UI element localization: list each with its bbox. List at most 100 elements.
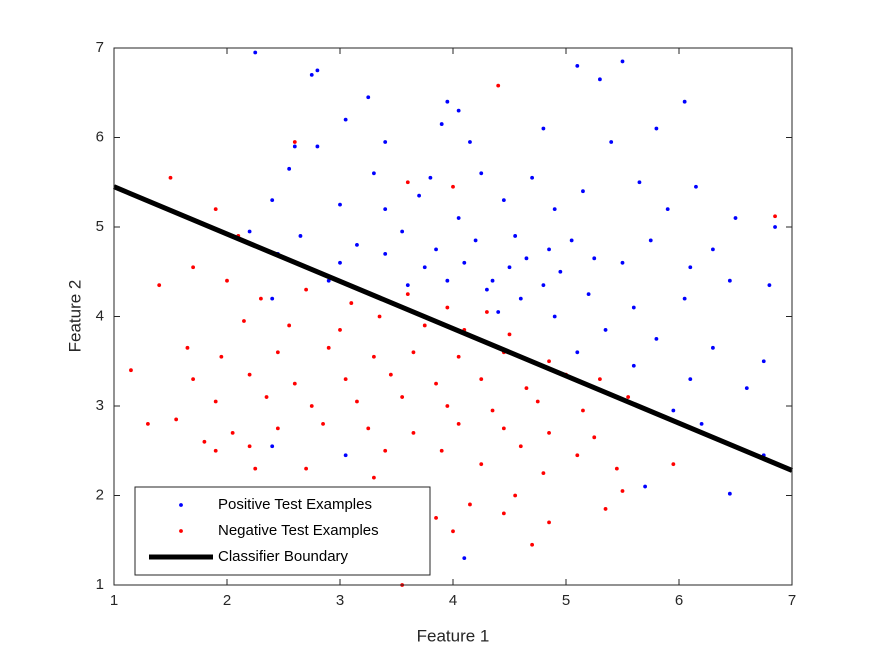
point [157,283,162,288]
point [598,77,602,82]
point [230,430,235,435]
point [213,399,218,404]
point [275,426,280,431]
point [654,336,659,341]
point [309,404,314,408]
x-tick-label: 3 [336,592,344,609]
x-tick-label: 6 [675,592,683,609]
point [547,520,551,525]
point [552,207,557,212]
point [292,140,297,144]
point [400,395,405,399]
point [468,140,472,144]
point [422,265,427,270]
point [513,493,518,498]
point [366,426,371,431]
x-tick-label: 2 [223,592,231,609]
point [468,502,472,507]
point [518,444,523,449]
point [321,422,325,426]
point [366,95,371,100]
y-tick-label: 7 [96,39,104,56]
point [213,207,218,212]
point [665,207,670,212]
point [711,247,715,252]
point [451,184,455,189]
y-tick-label: 1 [96,576,104,593]
point [547,359,551,364]
legend-label: Classifier Boundary [218,548,349,565]
point [501,426,506,431]
point [270,444,275,449]
point [507,265,512,270]
point [727,491,732,496]
point [456,216,461,220]
point [699,422,704,426]
point [287,323,292,328]
y-tick-label: 2 [96,486,104,503]
point [507,332,512,337]
point [490,278,495,283]
point [541,471,546,476]
point [275,350,280,355]
point [451,529,455,534]
point [247,444,252,449]
point [253,50,258,55]
point [592,256,597,261]
point [767,283,772,288]
point [326,278,331,283]
point [445,99,450,104]
point [343,117,348,122]
point [338,202,342,207]
point [513,234,518,238]
point [315,68,320,73]
point [744,386,749,390]
point [377,314,382,319]
point [547,430,551,435]
point [292,381,297,386]
point [631,363,636,368]
point [372,354,376,359]
point [270,198,275,203]
point [213,448,218,453]
point [400,229,405,234]
point [417,193,421,198]
point [315,144,320,149]
point [338,328,342,332]
point [637,180,642,185]
point [445,305,450,310]
point [575,453,580,458]
point [309,72,314,77]
point [535,399,540,404]
point [490,408,495,413]
legend-label: Negative Test Examples [218,522,379,539]
point [727,278,732,283]
point [264,395,269,399]
y-tick-label: 4 [96,307,104,324]
point [129,368,133,373]
point [603,507,608,511]
point [304,287,308,292]
point [298,234,303,238]
point [761,359,766,364]
point [349,301,354,305]
point [620,489,625,493]
point [225,278,229,283]
point [174,417,179,422]
point [552,314,557,319]
point [773,214,777,219]
point [462,556,467,561]
point [598,377,602,382]
point [682,99,687,104]
point [439,122,444,126]
point [383,251,388,256]
point [219,354,224,359]
point [253,466,258,471]
point [603,328,608,332]
point [733,216,738,220]
y-tick-label: 3 [96,397,104,414]
point [682,296,687,301]
point [343,453,348,458]
